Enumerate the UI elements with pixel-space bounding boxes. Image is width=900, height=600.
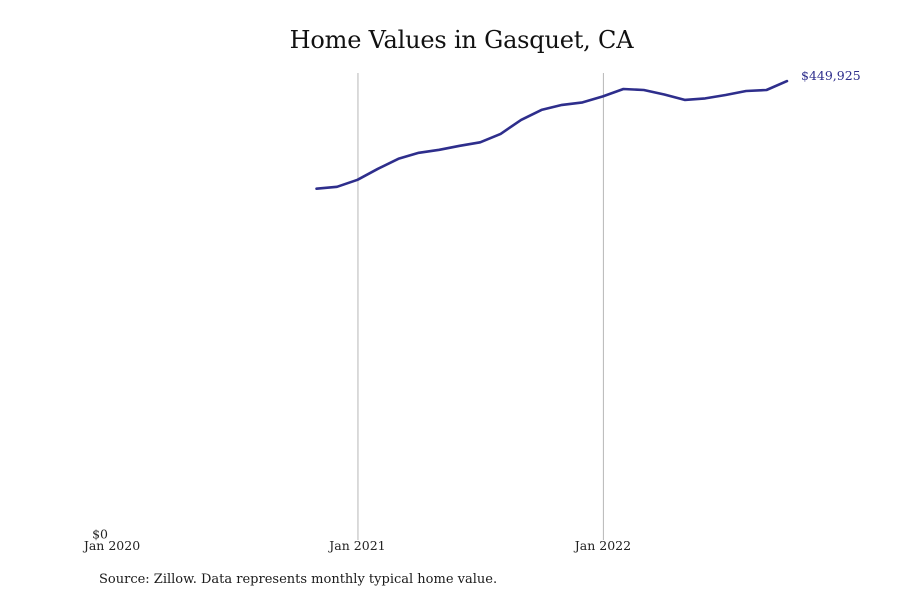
series-line (315, 79, 789, 190)
x-tick-label: Jan 2022 (573, 538, 631, 553)
source-note: Source: Zillow. Data represents monthly … (99, 572, 498, 587)
x-tick-label: Jan 2020 (82, 538, 140, 553)
end-value-label: $449,925 (801, 68, 861, 83)
y-tick-label: $0 (92, 527, 108, 542)
x-tick-label: Jan 2021 (327, 538, 385, 553)
chart-title: Home Values in Gasquet, CA (289, 26, 634, 54)
